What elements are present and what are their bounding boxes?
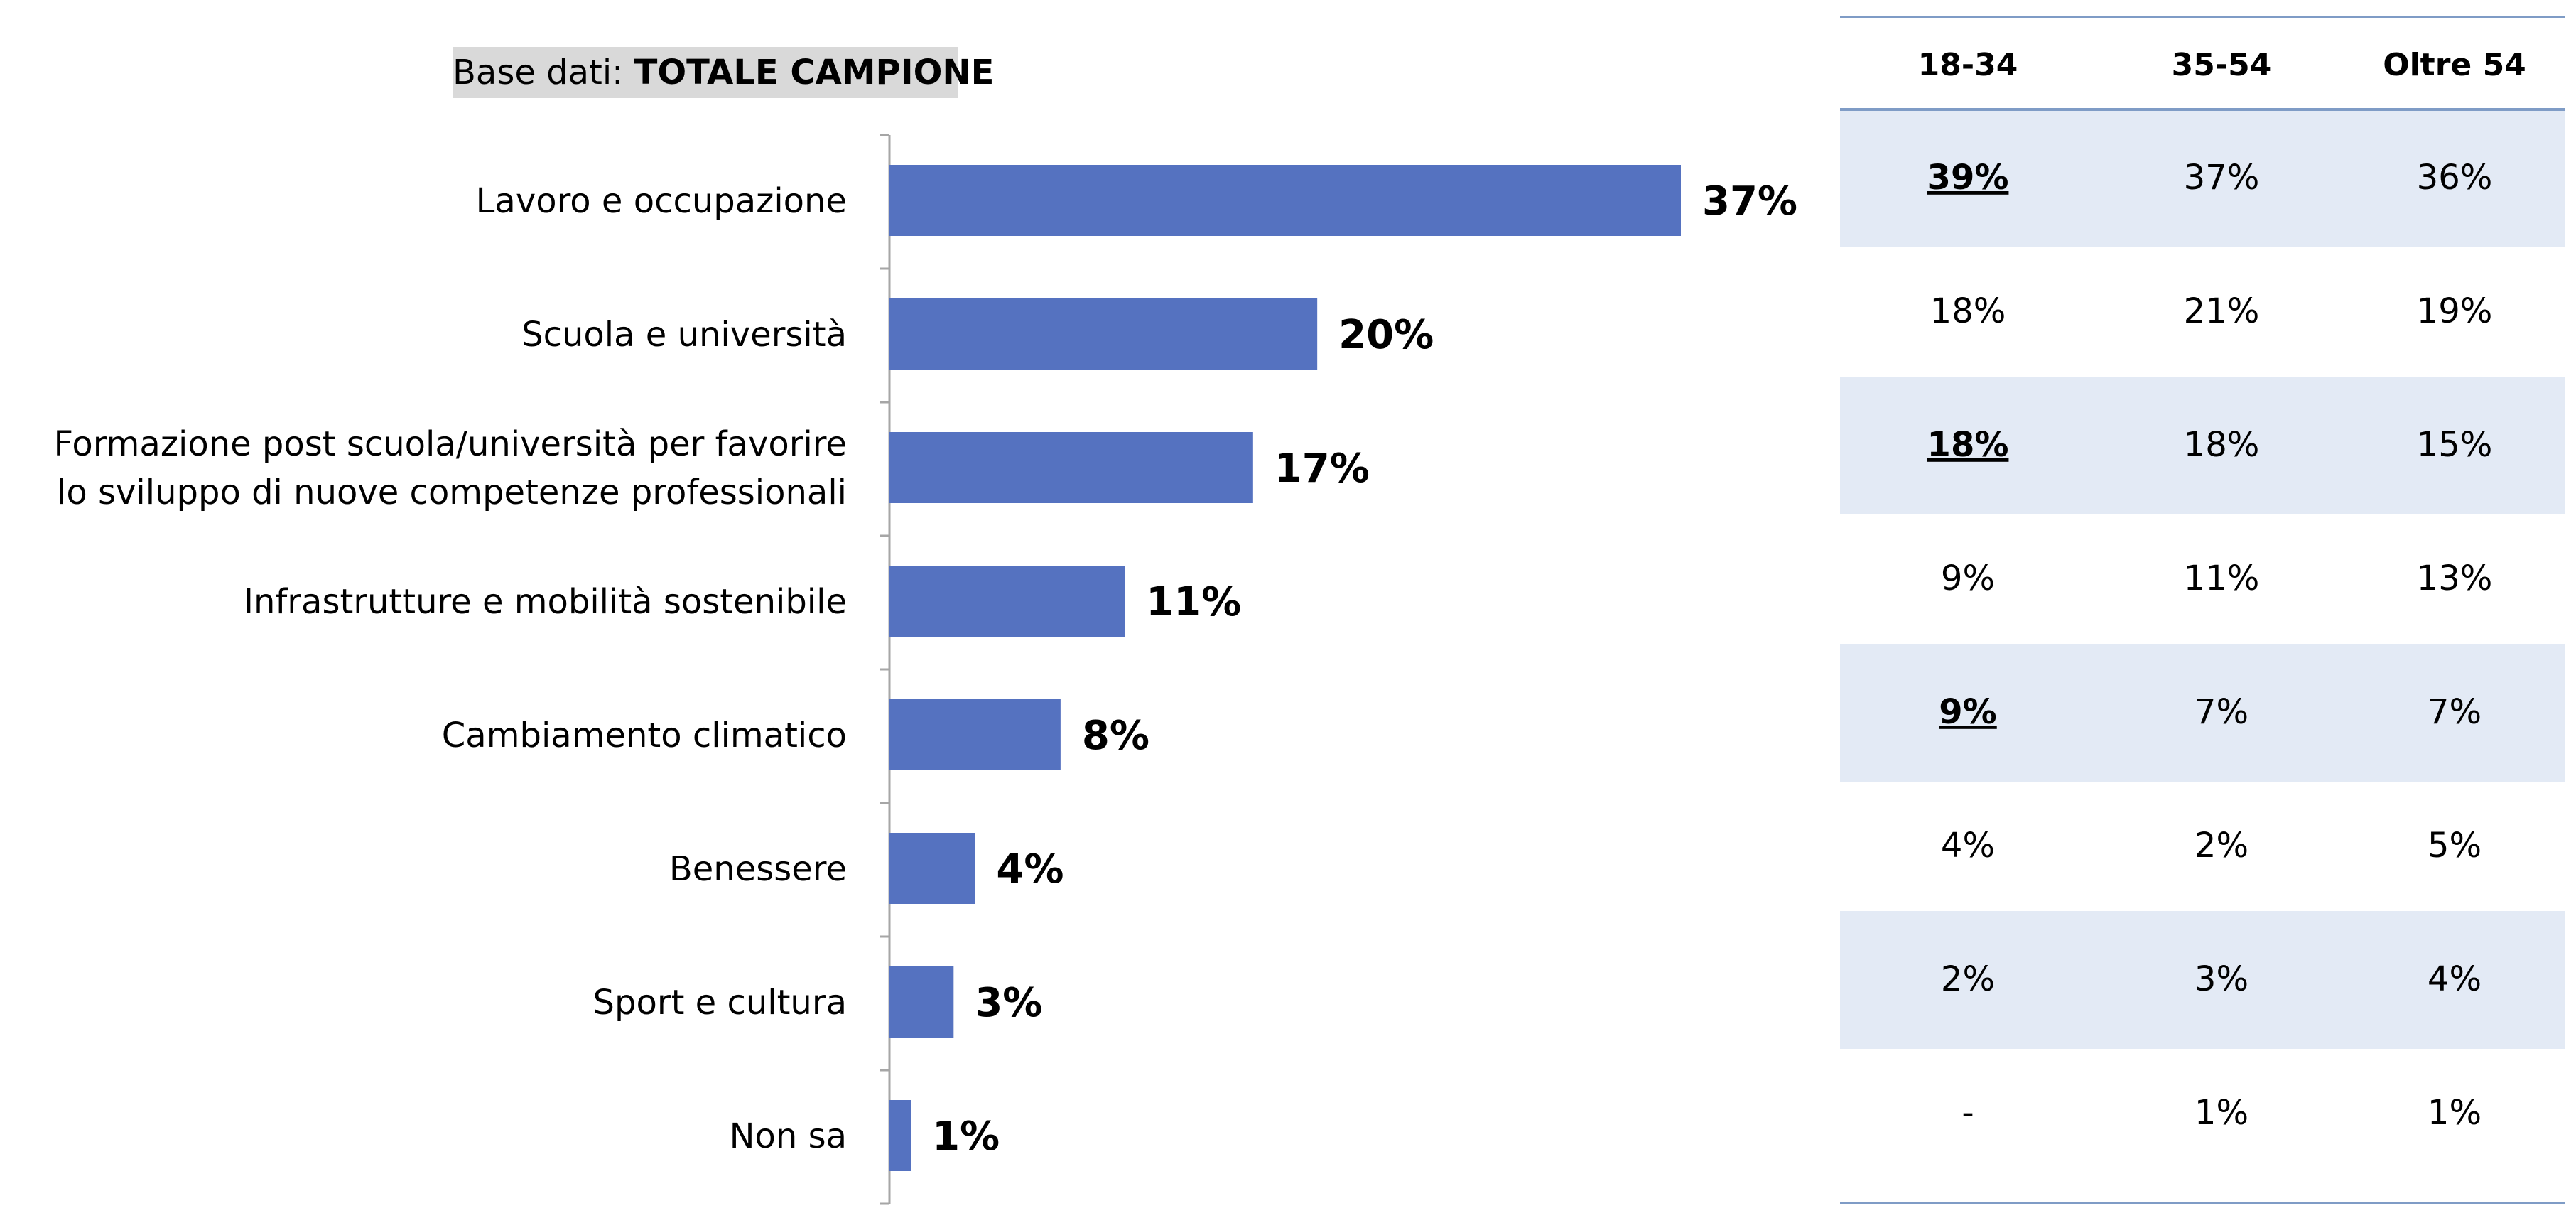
table-cell: 9% xyxy=(1941,559,1995,598)
table-cell: 39% xyxy=(1927,158,2009,198)
table-cell: 1% xyxy=(2428,1093,2482,1133)
category-label: Lavoro e occupazione xyxy=(476,181,847,221)
bar xyxy=(889,1100,911,1171)
table-column-header: Oltre 54 xyxy=(2383,47,2526,83)
table-cell: 7% xyxy=(2195,692,2248,732)
base-label-value: TOTALE CAMPIONE xyxy=(634,53,995,92)
table-row-band xyxy=(1840,377,2565,514)
bar xyxy=(889,165,1681,236)
bar xyxy=(889,833,975,904)
category-label: Sport e cultura xyxy=(593,983,847,1023)
table-cell: 21% xyxy=(2184,291,2260,331)
table-cell: 18% xyxy=(1927,425,2009,465)
table-row-band xyxy=(1840,109,2565,247)
category-label: Non sa xyxy=(730,1116,847,1156)
category-label: lo sviluppo di nuove competenze professi… xyxy=(57,473,847,512)
base-label-prefix: Base dati: xyxy=(453,53,634,92)
category-label: Benessere xyxy=(669,849,847,889)
table-cell: 13% xyxy=(2417,559,2493,598)
table-cell: 15% xyxy=(2417,425,2493,465)
bar xyxy=(889,699,1061,770)
table-cell: 9% xyxy=(1939,692,1997,732)
base-label: Base dati: TOTALE CAMPIONE xyxy=(453,47,994,98)
value-label: 37% xyxy=(1702,178,1797,225)
category-label: Formazione post scuola/università per fa… xyxy=(53,424,847,464)
table-cell: - xyxy=(1961,1093,1974,1133)
bar xyxy=(889,966,954,1038)
table-column-header: 35-54 xyxy=(2172,47,2272,83)
category-label: Scuola e università xyxy=(521,315,847,355)
table-cell: 2% xyxy=(1941,959,1995,999)
value-label: 11% xyxy=(1146,579,1241,625)
table-cell: 3% xyxy=(2195,959,2248,999)
table-cell: 7% xyxy=(2428,692,2482,732)
category-label: Cambiamento climatico xyxy=(442,716,847,755)
table-column-header: 18-34 xyxy=(1918,47,2018,83)
table-row-band xyxy=(1840,911,2565,1049)
value-label: 1% xyxy=(932,1114,1000,1160)
table-cell: 4% xyxy=(1941,826,1995,866)
value-label: 4% xyxy=(996,846,1064,893)
category-label: Infrastrutture e mobilità sostenibile xyxy=(244,582,847,622)
table-cell: 4% xyxy=(2428,959,2482,999)
bar xyxy=(889,566,1125,637)
value-label: 3% xyxy=(975,980,1042,1026)
table-cell: 19% xyxy=(2417,291,2493,331)
value-label: 17% xyxy=(1275,446,1370,492)
table-cell: 37% xyxy=(2184,158,2260,198)
value-label: 8% xyxy=(1082,713,1149,759)
bar xyxy=(889,432,1253,503)
table-cell: 1% xyxy=(2195,1093,2248,1133)
bar xyxy=(889,298,1318,370)
table-cell: 18% xyxy=(1930,291,2006,331)
table-cell: 11% xyxy=(2184,559,2260,598)
value-label: 20% xyxy=(1338,312,1434,358)
table-cell: 2% xyxy=(2195,826,2248,866)
table-cell: 5% xyxy=(2428,826,2482,866)
table-cell: 18% xyxy=(2184,425,2260,465)
base-label-background xyxy=(453,47,958,98)
table-row-band xyxy=(1840,644,2565,782)
table-cell: 36% xyxy=(2417,158,2493,198)
